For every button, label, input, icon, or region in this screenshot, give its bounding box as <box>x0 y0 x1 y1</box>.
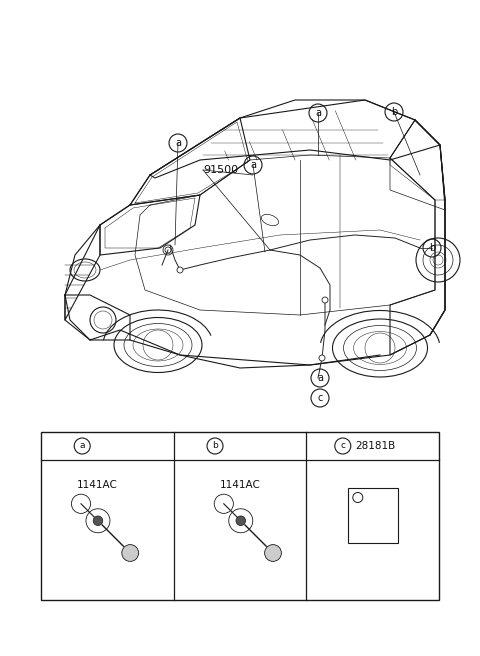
Bar <box>348 487 398 543</box>
Text: a: a <box>317 373 323 383</box>
Circle shape <box>264 544 281 562</box>
Text: 1141AC: 1141AC <box>77 480 118 490</box>
Text: b: b <box>391 107 397 117</box>
Circle shape <box>319 355 325 361</box>
Bar <box>41 432 439 600</box>
Text: 1141AC: 1141AC <box>219 480 261 490</box>
Text: a: a <box>315 108 321 118</box>
Circle shape <box>322 297 328 303</box>
Text: 28181B: 28181B <box>355 441 395 451</box>
Text: a: a <box>175 138 181 148</box>
Text: a: a <box>250 160 256 170</box>
Text: b: b <box>212 441 218 451</box>
Text: c: c <box>317 393 323 403</box>
Text: a: a <box>80 441 85 451</box>
Text: b: b <box>429 243 435 253</box>
Circle shape <box>122 544 139 562</box>
Circle shape <box>177 267 183 273</box>
Circle shape <box>236 516 246 525</box>
Text: c: c <box>340 441 345 451</box>
Circle shape <box>93 516 103 525</box>
Text: 91500: 91500 <box>203 165 238 175</box>
